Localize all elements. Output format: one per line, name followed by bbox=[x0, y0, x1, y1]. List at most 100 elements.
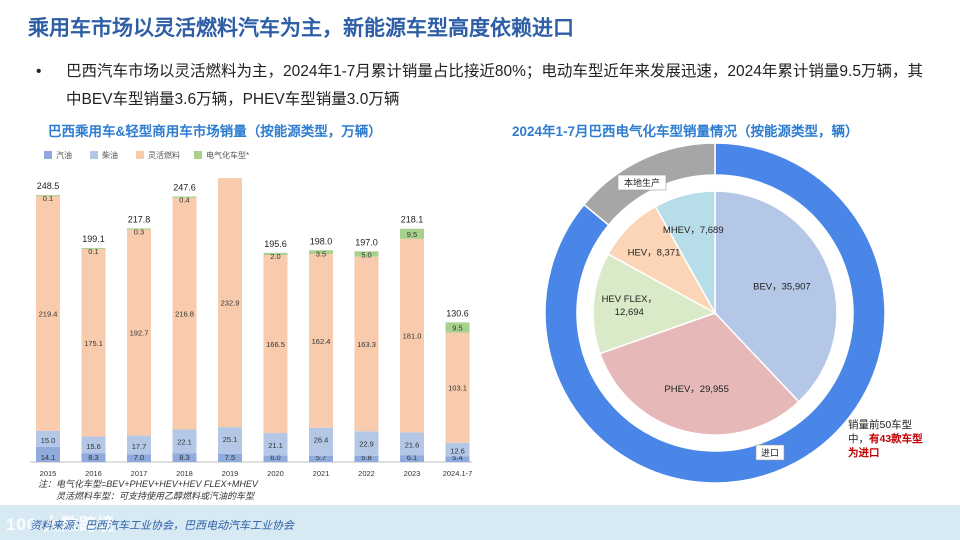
bar-2015-1 bbox=[36, 430, 60, 447]
bar-2021-0 bbox=[309, 455, 333, 462]
bar-2021-2 bbox=[309, 254, 333, 428]
value-label-2015-0: 14.1 bbox=[41, 453, 56, 462]
value-label-2022-3: 5.0 bbox=[361, 250, 371, 259]
category-label-2024.1-7: 2024.1-7 bbox=[443, 469, 473, 478]
bar-2017-3 bbox=[127, 228, 151, 230]
bar-2022-2 bbox=[354, 256, 379, 432]
slice-label-phev: PHEV，29,955 bbox=[664, 384, 728, 395]
value-label-2022-1: 22.9 bbox=[359, 439, 374, 448]
value-label-2019-2: 232.9 bbox=[221, 299, 240, 308]
value-label-2022-2: 163.3 bbox=[357, 340, 376, 349]
value-label-2023-1: 21.6 bbox=[405, 440, 420, 449]
total-label-2015: 248.5 bbox=[37, 181, 60, 191]
bar-2016-2 bbox=[81, 249, 106, 437]
watermark-logo: 100 大数跨境 bbox=[6, 515, 116, 534]
bar-2024.1-7-2 bbox=[445, 332, 470, 443]
value-label-2023-2: 181.0 bbox=[403, 332, 422, 341]
total-label-2020: 195.6 bbox=[264, 239, 287, 249]
bar-2020-3 bbox=[263, 252, 288, 255]
category-label-2023: 2023 bbox=[404, 469, 421, 478]
legend-label-0: 汽油 bbox=[56, 150, 72, 160]
legend-label-3: 电气化车型* bbox=[206, 150, 249, 160]
slice-label-hev-flex-value: 12,694 bbox=[615, 307, 644, 318]
value-label-2016-0: 8.3 bbox=[88, 453, 98, 462]
legend-swatch-3 bbox=[194, 151, 202, 159]
slice-label-hev: HEV，8,371 bbox=[628, 247, 681, 258]
value-label-2015-3: 0.1 bbox=[43, 194, 53, 203]
bar-2017-1 bbox=[127, 435, 151, 455]
summary-bullet: • 巴西汽车市场以灵活燃料为主，2024年1-7月累计销量占比接近80%；电动车… bbox=[36, 58, 936, 114]
value-label-2024.1-7-0: 5.4 bbox=[452, 453, 462, 462]
outer-ring-import bbox=[544, 142, 886, 484]
source-note: 资料来源：巴西汽车工业协会，巴西电动汽车工业协会 bbox=[30, 520, 294, 532]
bar-2018-2 bbox=[172, 197, 197, 430]
category-label-2017: 2017 bbox=[131, 469, 148, 478]
pie-slice-hev-flex bbox=[592, 253, 717, 355]
outer-label-local-box bbox=[617, 174, 667, 191]
value-label-2024.1-7-1: 12.6 bbox=[450, 446, 465, 455]
value-label-2021-3: 3.5 bbox=[316, 249, 326, 258]
page-title: 乘用车市场以灵活燃料汽车为主，新能源车型高度依赖进口 bbox=[28, 17, 574, 40]
value-label-2015-2: 219.4 bbox=[39, 310, 58, 319]
total-label-2017: 217.8 bbox=[128, 214, 151, 224]
pie-slice-mhev bbox=[654, 190, 716, 316]
value-label-2017-1: 17.7 bbox=[132, 442, 147, 451]
value-label-2017-0: 7.0 bbox=[134, 453, 144, 462]
bar-2016-0 bbox=[81, 453, 106, 462]
note-electric-definition: 注：电气化车型=BEV+PHEV+HEV+HEV FLEX+MHEV bbox=[38, 479, 258, 489]
category-label-2016: 2016 bbox=[85, 469, 102, 478]
total-label-2023: 218.1 bbox=[401, 215, 424, 225]
total-label-2018: 247.6 bbox=[173, 182, 196, 192]
bar-2019-2 bbox=[218, 178, 242, 428]
value-label-2022-0: 5.8 bbox=[361, 453, 371, 462]
total-label-2024.1-7: 130.6 bbox=[446, 308, 469, 318]
value-label-2016-1: 15.6 bbox=[86, 442, 101, 451]
value-label-2018-3: 0.4 bbox=[179, 195, 189, 204]
bar-2017-2 bbox=[127, 229, 151, 436]
bar-2019-0 bbox=[218, 453, 242, 462]
callout-highlight: 有43款车型为进口 bbox=[848, 433, 923, 459]
bar-2023-2 bbox=[400, 238, 424, 433]
bar-2020-2 bbox=[263, 254, 288, 434]
bar-2023-3 bbox=[400, 228, 424, 239]
value-label-2020-3: 2.0 bbox=[270, 252, 280, 261]
slice-label-hev-flex-name: HEV FLEX， bbox=[602, 294, 657, 305]
total-label-2021: 198.0 bbox=[310, 236, 333, 246]
legend-label-1: 柴油 bbox=[102, 150, 118, 160]
value-label-2018-1: 22.1 bbox=[177, 437, 192, 446]
outer-label-local: 本地生产 bbox=[624, 177, 660, 188]
legend-swatch-1 bbox=[90, 151, 98, 159]
callout-prefix: 销量前50车型中， bbox=[848, 419, 913, 445]
category-label-2015: 2015 bbox=[40, 469, 57, 478]
summary-text: 巴西汽车市场以灵活燃料为主，2024年1-7月累计销量占比接近80%；电动车型近… bbox=[66, 63, 923, 108]
bar-2020-0 bbox=[263, 455, 288, 462]
bar-2018-3 bbox=[172, 196, 197, 198]
value-label-2023-0: 6.1 bbox=[407, 453, 417, 462]
value-label-2021-2: 162.4 bbox=[312, 337, 331, 346]
slice-label-mhev: MHEV，7,689 bbox=[663, 225, 724, 236]
donut-chart-title: 2024年1-7月巴西电气化车型销量情况（按能源类型，辆） bbox=[512, 124, 859, 139]
bar-2018-1 bbox=[172, 429, 197, 454]
category-label-2019: 2019 bbox=[222, 469, 239, 478]
value-label-2017-3: 0.3 bbox=[134, 227, 144, 236]
bar-2024.1-7-1 bbox=[445, 442, 470, 457]
value-label-2016-2: 175.1 bbox=[84, 339, 103, 348]
bar-2017-0 bbox=[127, 454, 151, 462]
value-label-2021-0: 5.7 bbox=[316, 453, 326, 462]
bar-2020-1 bbox=[263, 433, 288, 456]
note-flex-definition: 灵活燃料车型：可支持使用乙醇燃料或汽油的车型 bbox=[56, 491, 255, 501]
bar-2024.1-7-3 bbox=[445, 322, 470, 333]
category-label-2022: 2022 bbox=[358, 469, 375, 478]
total-label-2022: 197.0 bbox=[355, 237, 378, 247]
bar-2023-1 bbox=[400, 432, 424, 456]
value-label-2015-1: 15.0 bbox=[41, 436, 56, 445]
bar-2015-2 bbox=[36, 196, 60, 431]
bar-2022-1 bbox=[354, 431, 379, 456]
value-label-2020-0: 6.0 bbox=[270, 453, 280, 462]
import-callout: 销量前50车型中，有43款车型为进口 bbox=[848, 418, 928, 460]
bar-2022-3 bbox=[354, 251, 379, 257]
bar-2023-0 bbox=[400, 455, 424, 462]
value-label-2024.1-7-2: 103.1 bbox=[448, 384, 467, 393]
value-label-2023-3: 9.5 bbox=[407, 230, 417, 239]
donut-chart: BEV，35,907 PHEV，29,955 HEV FLEX， 12,694 HEV，… bbox=[544, 142, 886, 484]
